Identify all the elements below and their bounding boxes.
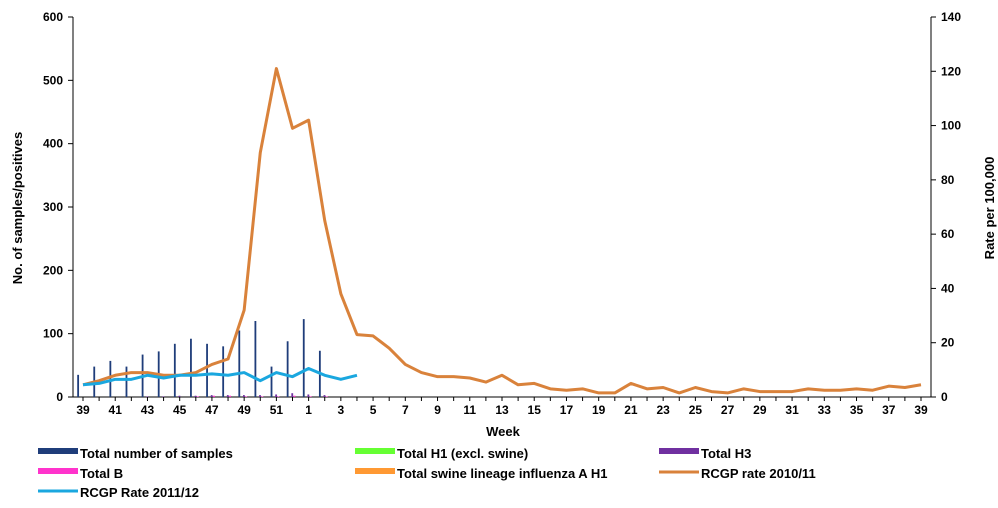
bar-0 — [206, 343, 208, 397]
x-tick-label: 41 — [109, 403, 123, 417]
bar-3 — [277, 396, 280, 397]
x-tick-label: 23 — [656, 403, 670, 417]
x-tick-label: 49 — [237, 403, 251, 417]
bar-3 — [229, 395, 232, 397]
bar-2 — [259, 395, 261, 397]
bar-0 — [109, 360, 112, 397]
x-tick-label: 47 — [205, 403, 219, 417]
bar-2 — [307, 394, 310, 397]
bar-0 — [125, 366, 128, 397]
y-left-tick-label: 500 — [43, 73, 63, 87]
bar-3 — [309, 396, 312, 397]
x-tick-label: 45 — [173, 403, 187, 417]
y-left-tick-label: 0 — [56, 390, 63, 404]
legend-label-bar-3: Total B — [80, 466, 123, 481]
legend-label-bar-0: Total number of samples — [80, 446, 233, 461]
bar-2 — [323, 395, 326, 397]
legend-label-bar-2: Total H3 — [701, 446, 751, 461]
y-axis-left-title: No. of samples/positives — [10, 132, 25, 284]
y-right-tick-label: 80 — [941, 173, 955, 187]
bar-2 — [194, 395, 197, 397]
legend-label-line-1: RCGP Rate 2011/12 — [80, 485, 199, 500]
y-left-tick-label: 100 — [43, 327, 63, 341]
bar-0 — [254, 321, 257, 397]
legend-label-bar-1: Total H1 (excl. swine) — [397, 446, 528, 461]
x-tick-label: 5 — [370, 403, 377, 417]
bar-3 — [245, 396, 248, 397]
bar-2 — [146, 396, 149, 397]
bar-2 — [242, 395, 245, 397]
line-series-0 — [82, 67, 922, 395]
y-right-tick-label: 100 — [941, 119, 961, 133]
bar-2 — [226, 395, 229, 397]
bar-0 — [238, 330, 241, 397]
bar-2 — [291, 393, 294, 397]
y-left-tick-label: 200 — [43, 263, 63, 277]
x-tick-label: 11 — [463, 403, 476, 417]
legend-swatch-bar-0 — [38, 448, 78, 454]
bar-0 — [222, 346, 225, 397]
legend: Total number of samples Total H1 (excl. s… — [38, 446, 816, 500]
bar-0 — [190, 338, 192, 397]
bar-0 — [286, 341, 289, 397]
legend-label-line-0: RCGP rate 2010/11 — [701, 466, 816, 481]
bar-2 — [162, 396, 165, 397]
y-left-tick-label: 300 — [43, 200, 63, 214]
x-tick-label: 39 — [914, 403, 928, 417]
bar-2 — [210, 395, 213, 397]
x-tick-label: 35 — [850, 403, 864, 417]
x-tick-label: 17 — [560, 403, 574, 417]
y-right-tick-label: 140 — [941, 10, 961, 24]
x-tick-label: 39 — [76, 403, 90, 417]
bar-0 — [270, 366, 273, 397]
line-series-1 — [82, 367, 358, 387]
x-tick-label: 51 — [270, 403, 284, 417]
x-tick-label: 43 — [141, 403, 155, 417]
y-left-tick-label: 400 — [43, 137, 63, 151]
bar-3 — [293, 395, 296, 397]
lines — [82, 67, 922, 395]
bar-0 — [173, 343, 176, 397]
x-tick-label: 1 — [305, 403, 312, 417]
y-right-tick-label: 20 — [941, 336, 955, 350]
x-tick-label: 13 — [495, 403, 509, 417]
y-right-tick-label: 120 — [941, 64, 961, 78]
x-tick-label: 9 — [434, 403, 441, 417]
legend-swatch-bar-3 — [38, 468, 78, 474]
y-left-tick-label: 600 — [43, 10, 63, 24]
x-tick-label: 37 — [882, 403, 896, 417]
bar-2 — [275, 394, 278, 397]
legend-swatch-bar-4 — [355, 468, 395, 474]
legend-label-bar-4: Total swine lineage influenza A H1 — [397, 466, 607, 481]
y-right-tick-label: 40 — [941, 281, 955, 295]
bar-2 — [178, 395, 181, 397]
x-tick-label: 15 — [528, 403, 542, 417]
x-tick-label: 3 — [338, 403, 345, 417]
x-tick-label: 27 — [721, 403, 735, 417]
y-axis-right-title: Rate per 100,000 — [982, 157, 997, 260]
bar-3 — [261, 396, 264, 397]
y-right-tick-label: 60 — [941, 227, 955, 241]
bar-0 — [77, 374, 80, 397]
x-tick-label: 7 — [402, 403, 409, 417]
x-tick-label: 25 — [689, 403, 703, 417]
x-tick-label: 33 — [818, 403, 832, 417]
legend-swatch-bar-1 — [355, 448, 395, 454]
bars — [77, 319, 328, 397]
bar-0 — [302, 319, 305, 397]
legend-swatch-bar-2 — [659, 448, 699, 454]
x-axis-title: Week — [486, 424, 520, 439]
bar-3 — [196, 396, 199, 397]
bar-3 — [325, 396, 328, 397]
bar-3 — [213, 395, 215, 397]
x-tick-label: 21 — [624, 403, 638, 417]
x-tick-label: 31 — [785, 403, 799, 417]
x-tick-label: 19 — [592, 403, 606, 417]
y-right-tick-label: 0 — [941, 390, 948, 404]
x-tick-label: 29 — [753, 403, 767, 417]
